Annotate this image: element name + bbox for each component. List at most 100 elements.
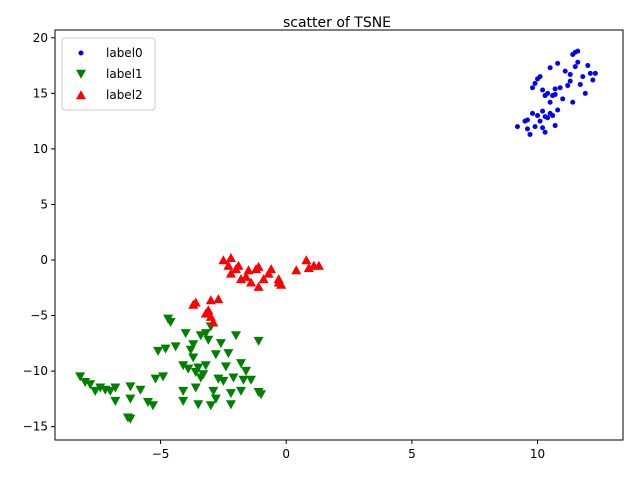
label2-point <box>233 260 244 270</box>
label1-legend-marker <box>76 69 86 79</box>
label0-point <box>557 85 563 91</box>
label2-point <box>208 317 219 327</box>
label1-point <box>178 386 189 396</box>
label1-point <box>218 376 229 386</box>
label0-point <box>530 85 536 91</box>
label0-point <box>552 91 558 97</box>
label1-point <box>193 400 204 410</box>
label1-point <box>223 349 234 359</box>
label0-point <box>560 96 566 102</box>
label2-point <box>205 295 216 305</box>
label2-point <box>213 294 224 304</box>
label0-point <box>582 90 588 96</box>
label1-point <box>193 363 204 373</box>
label2-point <box>301 255 312 265</box>
label1-point <box>105 386 116 396</box>
label2-point <box>253 281 264 291</box>
label1-point <box>220 362 231 372</box>
label2-point <box>291 265 302 275</box>
label2-point <box>273 277 284 287</box>
label0-point <box>542 129 548 135</box>
label1-point <box>253 336 264 346</box>
label0-point <box>575 48 581 54</box>
label1-point <box>125 394 136 404</box>
label2-point <box>225 268 236 278</box>
label0-point <box>587 70 593 76</box>
label1-point <box>190 383 201 393</box>
label1-point <box>110 396 121 406</box>
label1-point <box>205 401 216 411</box>
label1-point <box>125 414 136 424</box>
label1-point <box>200 361 211 371</box>
y-tick-label: 20 <box>33 31 48 45</box>
label2-point <box>243 265 254 275</box>
label0-point <box>567 71 573 77</box>
label1-point <box>178 361 189 371</box>
label1-point <box>210 350 221 360</box>
label0-point <box>555 60 561 66</box>
label0-point <box>547 99 553 105</box>
y-tick-label: 0 <box>40 253 48 267</box>
label0-point <box>547 65 553 71</box>
label1-point <box>235 359 246 369</box>
y-tick-label: −15 <box>23 420 48 434</box>
plot-marks <box>75 48 598 424</box>
label1-point <box>160 344 171 354</box>
label2-point <box>258 274 269 284</box>
y-tick-label: 15 <box>33 86 48 100</box>
label1-point <box>90 386 101 396</box>
label1-point <box>200 329 211 339</box>
label1-point <box>85 380 96 390</box>
label2-point <box>241 271 252 281</box>
label0-point <box>545 90 551 96</box>
x-tick-label: 5 <box>408 447 416 461</box>
label0-point <box>572 64 578 70</box>
y-tick-label: −5 <box>30 309 48 323</box>
label2-point <box>223 260 234 270</box>
y-tick-label: 10 <box>33 142 48 156</box>
label1-point <box>110 383 121 393</box>
label0-point <box>550 113 556 119</box>
label1-point <box>165 317 176 327</box>
label0-point <box>524 117 530 123</box>
label2-point <box>246 277 257 287</box>
label1-point <box>153 346 164 356</box>
label1-point <box>235 386 246 396</box>
label1-point <box>230 331 241 341</box>
label1-point <box>210 394 221 404</box>
label1-point <box>188 340 199 350</box>
label2-point <box>253 261 264 271</box>
y-tick-label: 5 <box>40 197 48 211</box>
label0-point <box>565 83 571 89</box>
label0-point <box>540 87 546 93</box>
label0-point <box>590 77 596 83</box>
label1-point <box>170 342 181 352</box>
label1-point <box>150 374 161 384</box>
label0-point <box>580 74 586 80</box>
label1-point <box>246 375 257 385</box>
label0-point <box>555 107 561 113</box>
label0-point <box>542 114 548 120</box>
label1-point <box>195 331 206 341</box>
label0-point <box>537 118 543 124</box>
label1-point <box>228 373 239 383</box>
label0-legend-marker <box>78 50 84 56</box>
label0-point <box>552 123 558 129</box>
label0-point <box>575 59 581 65</box>
label1-point <box>215 339 226 349</box>
label0-point <box>527 131 533 137</box>
label1-point <box>208 386 219 396</box>
label1-point <box>142 397 153 407</box>
label2-point <box>225 253 236 263</box>
label1-point <box>180 329 191 339</box>
label2-point <box>218 255 229 265</box>
label1-point <box>158 372 169 382</box>
label0-point <box>530 110 536 116</box>
label0-legend-label: label0 <box>106 46 143 60</box>
label2-legend-marker <box>76 90 86 100</box>
x-tick-label: 10 <box>530 447 545 461</box>
label0-point <box>592 70 598 76</box>
label1-point <box>125 382 136 392</box>
label0-point <box>532 124 538 130</box>
legend: label0 label1 label2 <box>61 37 156 111</box>
